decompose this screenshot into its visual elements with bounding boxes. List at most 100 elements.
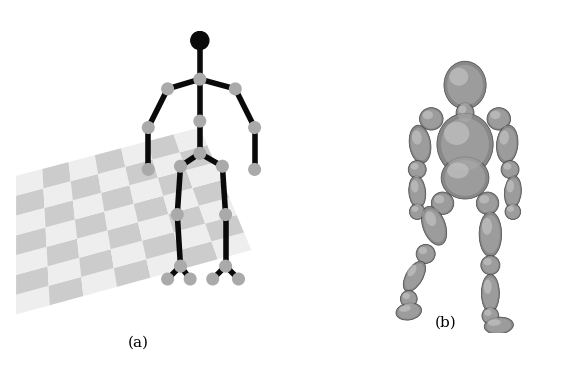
Circle shape — [249, 122, 260, 133]
Ellipse shape — [503, 163, 512, 170]
Polygon shape — [173, 127, 207, 152]
Ellipse shape — [423, 209, 445, 242]
Ellipse shape — [434, 195, 444, 204]
Polygon shape — [142, 232, 179, 259]
Ellipse shape — [484, 317, 513, 334]
Ellipse shape — [408, 176, 426, 208]
Circle shape — [172, 209, 183, 220]
Polygon shape — [186, 162, 222, 188]
Polygon shape — [205, 215, 244, 242]
Ellipse shape — [444, 122, 469, 145]
Ellipse shape — [498, 128, 516, 161]
Ellipse shape — [398, 304, 420, 319]
Ellipse shape — [421, 206, 447, 245]
Circle shape — [175, 161, 186, 172]
Polygon shape — [16, 169, 43, 196]
Polygon shape — [16, 227, 46, 255]
Circle shape — [233, 273, 244, 285]
Ellipse shape — [506, 178, 520, 206]
Polygon shape — [81, 268, 117, 296]
Ellipse shape — [482, 307, 499, 324]
Polygon shape — [69, 155, 98, 181]
Polygon shape — [104, 204, 138, 230]
Circle shape — [207, 273, 219, 285]
Ellipse shape — [481, 256, 500, 275]
Ellipse shape — [403, 261, 425, 291]
Ellipse shape — [488, 319, 501, 326]
Ellipse shape — [445, 160, 485, 196]
Ellipse shape — [407, 265, 417, 276]
Polygon shape — [125, 159, 158, 185]
Ellipse shape — [431, 192, 454, 215]
Circle shape — [194, 73, 206, 85]
Polygon shape — [42, 162, 71, 189]
Ellipse shape — [458, 106, 466, 114]
Ellipse shape — [458, 104, 473, 122]
Ellipse shape — [499, 130, 509, 145]
Ellipse shape — [447, 163, 469, 179]
Polygon shape — [199, 197, 237, 223]
Ellipse shape — [437, 113, 493, 175]
Circle shape — [194, 147, 206, 159]
Polygon shape — [107, 222, 142, 249]
Circle shape — [249, 164, 260, 175]
Polygon shape — [16, 247, 47, 275]
Circle shape — [175, 260, 186, 272]
Text: (a): (a) — [128, 336, 149, 350]
Circle shape — [162, 83, 173, 95]
Polygon shape — [47, 258, 81, 286]
Polygon shape — [73, 193, 104, 220]
Circle shape — [185, 273, 196, 285]
Ellipse shape — [410, 162, 425, 177]
Ellipse shape — [506, 205, 520, 218]
Polygon shape — [45, 200, 75, 227]
Polygon shape — [180, 145, 214, 170]
Polygon shape — [158, 170, 193, 196]
Circle shape — [191, 31, 209, 50]
Polygon shape — [163, 188, 199, 214]
Ellipse shape — [411, 180, 418, 192]
Ellipse shape — [502, 162, 517, 177]
Ellipse shape — [507, 206, 514, 212]
Ellipse shape — [409, 125, 431, 163]
Ellipse shape — [483, 277, 498, 310]
Polygon shape — [168, 206, 205, 232]
Circle shape — [230, 83, 241, 95]
Ellipse shape — [410, 163, 418, 170]
Ellipse shape — [483, 258, 492, 265]
Polygon shape — [16, 189, 45, 215]
Polygon shape — [193, 180, 229, 206]
Ellipse shape — [486, 318, 511, 333]
Polygon shape — [16, 266, 49, 295]
Ellipse shape — [441, 157, 489, 199]
Ellipse shape — [484, 310, 492, 316]
Ellipse shape — [482, 257, 499, 273]
Ellipse shape — [416, 244, 435, 263]
Ellipse shape — [444, 61, 486, 109]
Polygon shape — [98, 167, 130, 193]
Text: (b): (b) — [434, 316, 456, 330]
Polygon shape — [179, 242, 218, 268]
Ellipse shape — [441, 118, 489, 170]
Ellipse shape — [478, 194, 497, 213]
Circle shape — [220, 260, 231, 272]
Circle shape — [194, 115, 206, 127]
Ellipse shape — [412, 130, 422, 145]
Ellipse shape — [421, 109, 441, 128]
Ellipse shape — [410, 178, 424, 206]
Polygon shape — [147, 134, 180, 159]
Circle shape — [220, 209, 231, 220]
Ellipse shape — [505, 176, 522, 208]
Circle shape — [162, 273, 173, 285]
Ellipse shape — [476, 192, 499, 215]
Ellipse shape — [411, 128, 430, 161]
Ellipse shape — [410, 204, 425, 220]
Ellipse shape — [418, 247, 427, 254]
Ellipse shape — [506, 180, 514, 192]
Polygon shape — [111, 241, 146, 268]
Ellipse shape — [481, 215, 500, 253]
Circle shape — [142, 122, 154, 133]
Ellipse shape — [399, 305, 411, 312]
Ellipse shape — [501, 161, 519, 179]
Polygon shape — [16, 208, 46, 235]
